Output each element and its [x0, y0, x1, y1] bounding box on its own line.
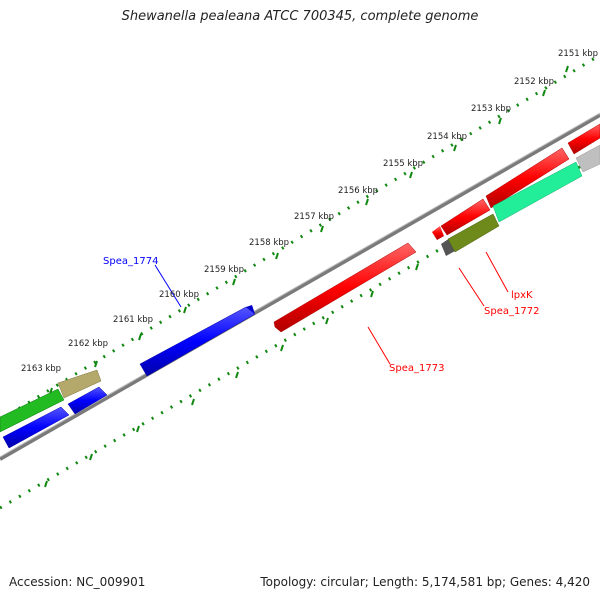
spea-1774-leader — [154, 264, 182, 308]
gene-blue-left-1-arrow[interactable] — [2, 406, 70, 449]
gene-green-left-arrow[interactable] — [0, 388, 65, 433]
gene-blue-left-2-arrow[interactable] — [67, 386, 108, 415]
gene-red-upper-2-arrow[interactable] — [485, 147, 570, 209]
scale-label-2157: 2157 kbp — [294, 212, 334, 222]
scale-label-2159: 2159 kbp — [204, 265, 244, 275]
gene-label-spea-1772[interactable]: Spea_1772 — [484, 306, 539, 317]
scale-label-2152: 2152 kbp — [514, 77, 554, 87]
genome-stats-text: Topology: circular; Length: 5,174,581 bp… — [260, 575, 590, 589]
scale-label-2160: 2160 kbp — [159, 290, 199, 300]
scale-label-2158: 2158 kbp — [249, 238, 289, 248]
scale-labels: 2151 kbp 2152 kbp 2153 kbp 2154 kbp 2155… — [21, 49, 598, 374]
spea-1772-leader — [458, 267, 485, 307]
outer-major-ticks — [49, 65, 569, 395]
scale-label-2153: 2153 kbp — [471, 104, 511, 114]
lpxk-leader — [485, 251, 509, 293]
scale-label-2163: 2163 kbp — [21, 364, 61, 374]
scale-label-2161: 2161 kbp — [113, 315, 153, 325]
gene-lpxk-arrow[interactable] — [447, 213, 500, 253]
scale-label-2156: 2156 kbp — [338, 186, 378, 196]
scale-label-2155: 2155 kbp — [383, 159, 423, 169]
gene-label-spea-1773[interactable]: Spea_1773 — [389, 363, 444, 374]
gene-red-upper-3-arrow[interactable] — [567, 123, 600, 155]
genome-backbone — [0, 113, 600, 461]
gene-gray-arrow[interactable] — [575, 144, 600, 173]
scale-label-2154: 2154 kbp — [427, 132, 467, 142]
scale-label-2151: 2151 kbp — [558, 49, 598, 59]
gene-tan-left-arrow[interactable] — [57, 369, 102, 399]
gene-spea-1774-arrow[interactable] — [139, 305, 256, 377]
gene-labels: Spea_1774 Spea_1773 Spea_1772 lpxK — [103, 256, 539, 374]
gene-label-spea-1774[interactable]: Spea_1774 — [103, 256, 158, 267]
gene-red-upper-1-arrow[interactable] — [440, 198, 491, 236]
scale-label-2162: 2162 kbp — [68, 339, 108, 349]
gene-teal-arrow[interactable] — [492, 161, 583, 223]
gene-red-small-arrow[interactable] — [432, 226, 444, 240]
gene-spea-1773-arrow[interactable] — [273, 242, 417, 333]
map-title: Shewanella pealeana ATCC 700345, complet… — [121, 9, 479, 24]
accession-text: Accession: NC_009901 — [9, 575, 146, 589]
spea-1773-leader — [367, 326, 391, 365]
gene-label-lpxk[interactable]: lpxK — [511, 290, 533, 301]
